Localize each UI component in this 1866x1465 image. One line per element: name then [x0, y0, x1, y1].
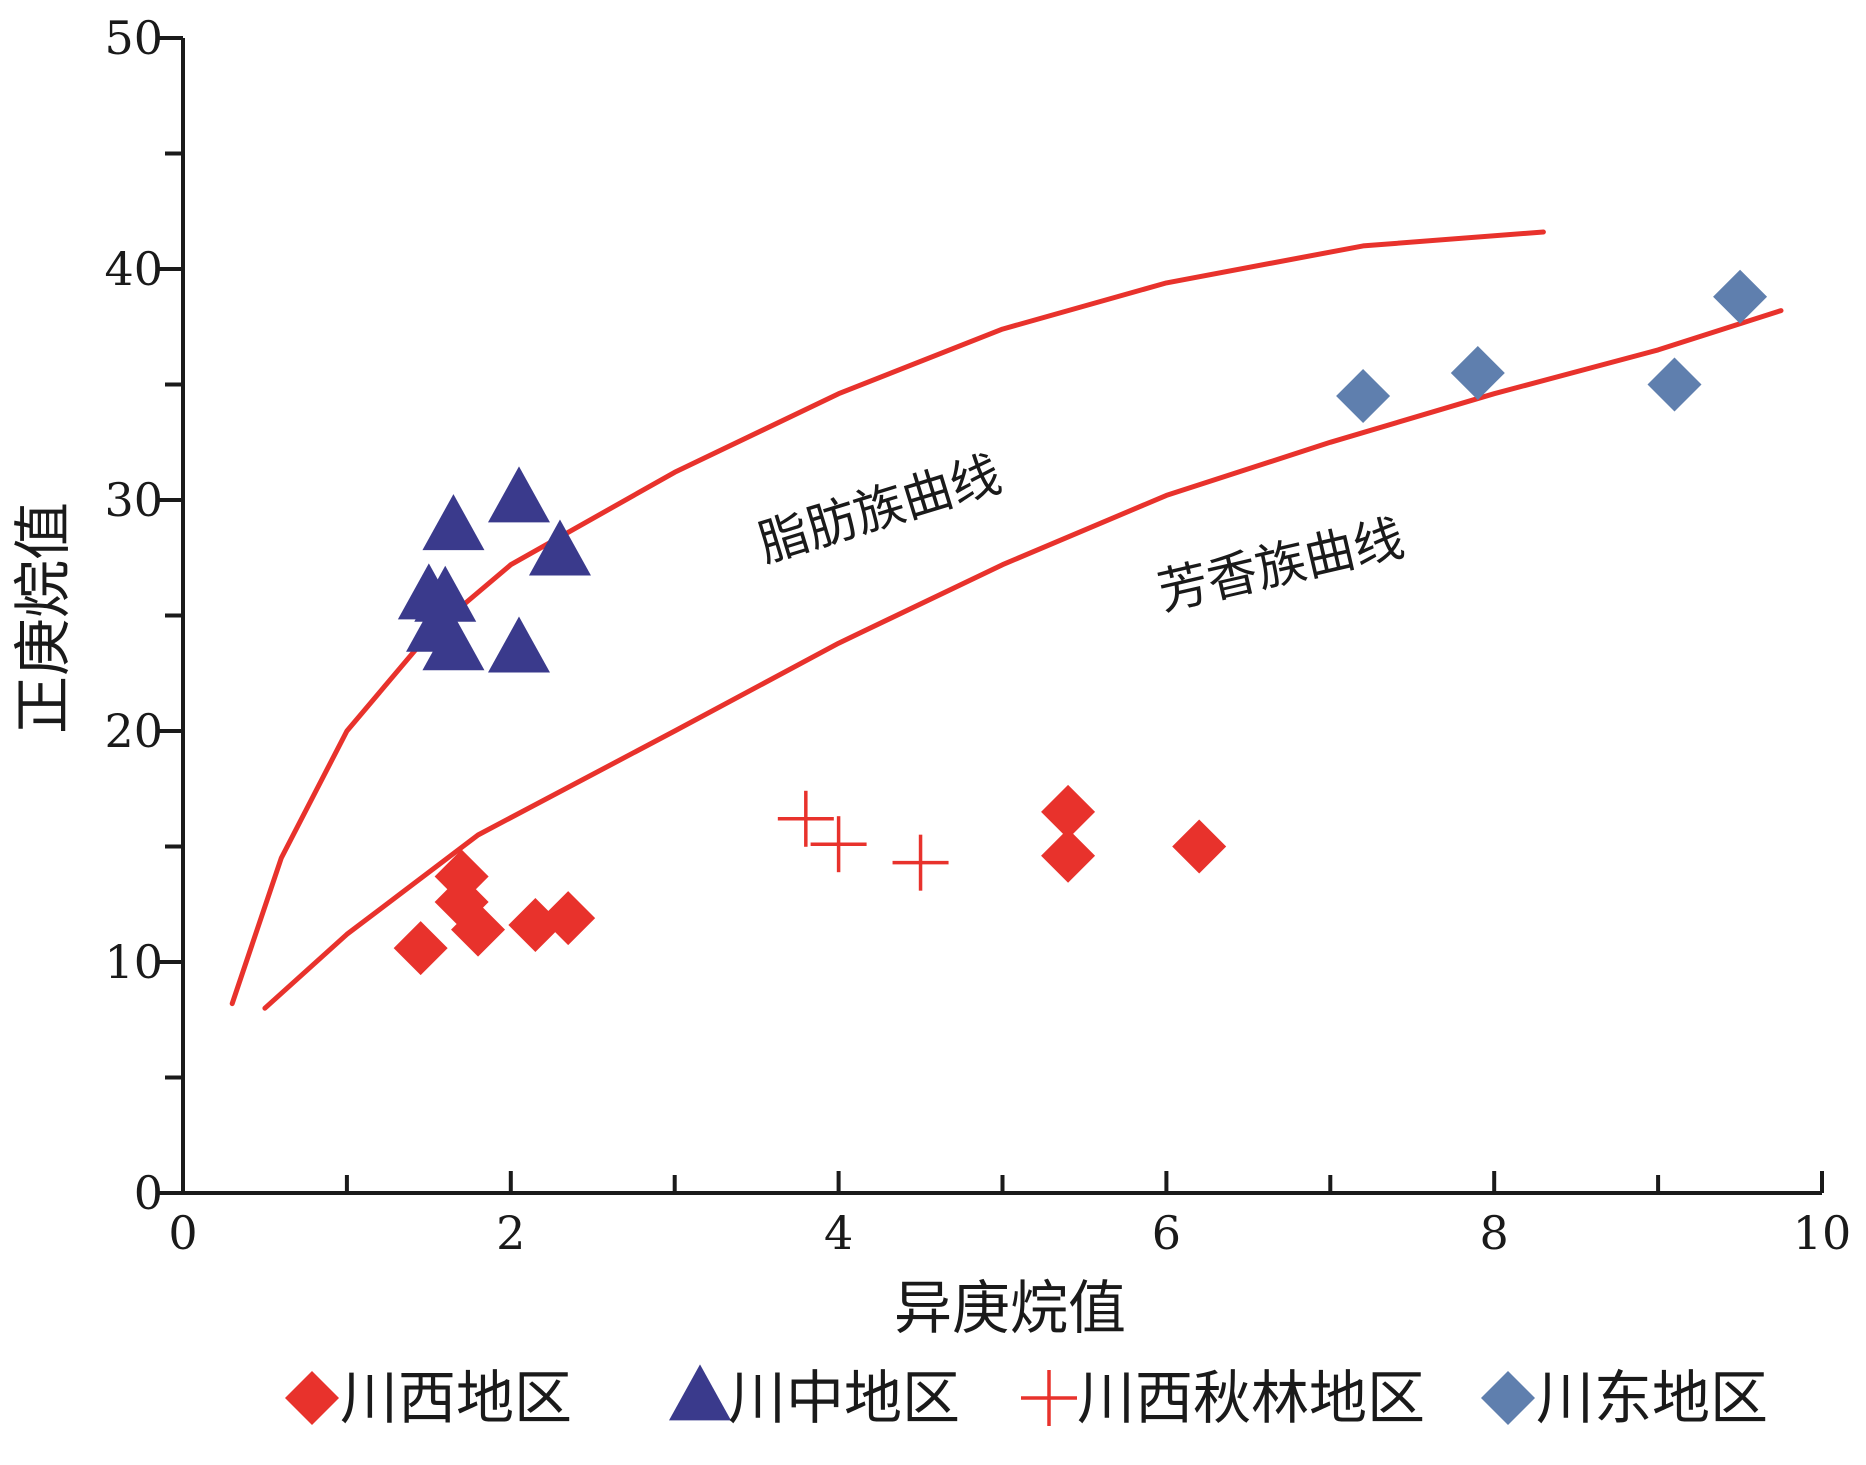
y-tick-label: 30 — [104, 473, 163, 527]
point-series-1 — [393, 921, 448, 976]
x-tick-label: 10 — [1793, 1206, 1852, 1260]
point-series-4 — [1450, 345, 1505, 400]
curve-label-aliphatic: 脂肪族曲线 — [752, 445, 1008, 574]
point-series-2 — [487, 616, 550, 673]
point-series-1 — [541, 891, 596, 946]
point-series-2 — [414, 565, 477, 622]
aliphatic-curve — [229, 229, 1546, 1007]
point-series-2 — [528, 519, 591, 576]
point-series-1 — [1041, 828, 1096, 883]
y-tick-label: 20 — [104, 704, 163, 758]
point-series-2 — [487, 466, 550, 523]
legend-item: 川西秋林地区 — [1021, 1364, 1425, 1432]
data-points — [393, 269, 1768, 976]
point-series-4 — [1336, 369, 1391, 424]
legend-marker — [285, 1371, 339, 1425]
point-series-1 — [1041, 784, 1096, 839]
x-tick-label: 0 — [168, 1206, 197, 1260]
x-tick-label: 6 — [1152, 1206, 1181, 1260]
legend-label: 川西地区 — [340, 1364, 572, 1432]
x-tick-label: 8 — [1480, 1206, 1509, 1260]
x-axis-title: 异庚烷值 — [894, 1274, 1126, 1342]
legend-item: 川东地区 — [1481, 1364, 1768, 1432]
legend: 川西地区 川中地区 川西秋林地区 川东地区 — [285, 1364, 1768, 1432]
legend-label: 川西秋林地区 — [1077, 1364, 1425, 1432]
y-tick-label: 40 — [104, 242, 163, 296]
legend-item: 川中地区 — [669, 1364, 960, 1432]
point-series-2 — [422, 494, 485, 551]
y-tick-label: 0 — [134, 1166, 163, 1220]
y-axis-title: 正庚烷值 — [9, 502, 77, 734]
aromatic-curve — [262, 308, 1784, 1011]
x-tick-label: 2 — [496, 1206, 525, 1260]
curve-label-aromatic: 芳香族曲线 — [1153, 509, 1410, 622]
legend-label: 川中地区 — [728, 1364, 960, 1432]
y-tick-label: 10 — [104, 935, 163, 989]
point-series-4 — [1647, 357, 1702, 412]
point-series-3 — [892, 834, 949, 891]
legend-marker — [1021, 1370, 1077, 1426]
legend-item: 川西地区 — [285, 1364, 572, 1432]
point-series-1 — [1172, 819, 1227, 874]
legend-marker — [669, 1364, 731, 1421]
x-tick-label: 4 — [824, 1206, 853, 1260]
point-series-2 — [422, 614, 485, 671]
y-tick-label: 50 — [104, 11, 163, 65]
point-series-3 — [810, 816, 867, 873]
curves — [229, 229, 1784, 1011]
point-series-1 — [451, 902, 506, 957]
point-series-4 — [1713, 269, 1768, 324]
legend-marker — [1481, 1371, 1535, 1425]
legend-label: 川东地区 — [1536, 1364, 1768, 1432]
point-series-3 — [777, 790, 834, 847]
axes: 0 10 20 30 40 50 0 2 4 6 8 10 — [104, 11, 1851, 1260]
